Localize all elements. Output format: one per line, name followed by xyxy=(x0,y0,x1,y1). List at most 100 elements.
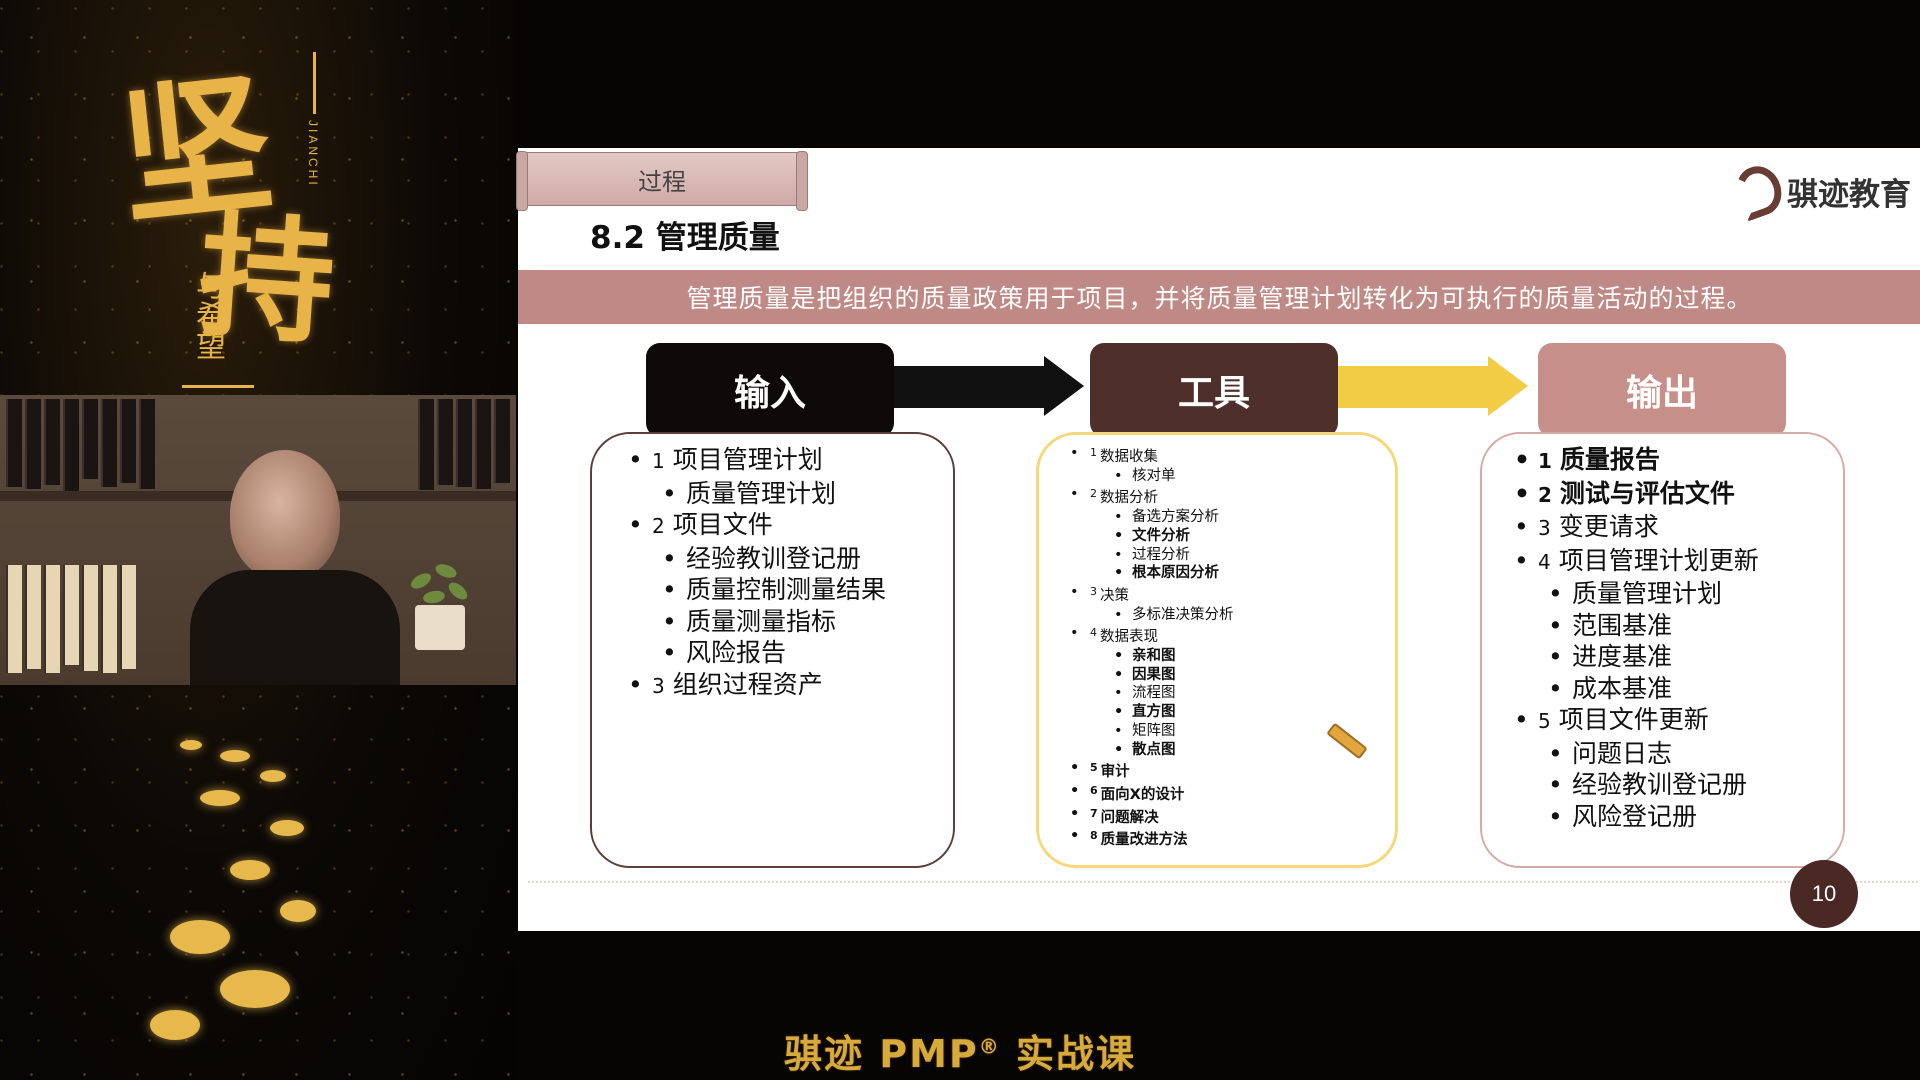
list-item: 风险登记册 xyxy=(1538,801,1759,833)
calligraphy-yu-xiwang: 与希望 xyxy=(190,270,225,360)
list-item: 1 项目管理计划 xyxy=(628,444,886,478)
list-item-text: 数据表现 xyxy=(1100,629,1158,646)
list-item-text: 问题解决 xyxy=(1100,809,1159,826)
course-caption: 骐迹 PMP® 实战课 xyxy=(0,1023,1920,1078)
list-item: 问题日志 xyxy=(1538,738,1759,770)
list-item: 经验教训登记册 xyxy=(1538,769,1759,801)
list-item-text: 项目文件 xyxy=(672,510,773,539)
left-decor-panel: 坚 持 与希望 JIANCHI xyxy=(0,0,516,1080)
list-item-text: 审计 xyxy=(1100,764,1130,781)
list-item-text: 质量改进方法 xyxy=(1100,832,1188,849)
list-item-number: 4 xyxy=(1090,626,1097,640)
list-item-text: 核对单 xyxy=(1132,467,1176,484)
gold-divider-horizontal xyxy=(182,385,254,388)
list-item-number: 4 xyxy=(1538,549,1551,574)
logo-mark-icon xyxy=(1729,159,1789,223)
list-item: 5审计 xyxy=(1070,759,1234,782)
list-item-number: 8 xyxy=(1090,829,1098,843)
bookshelf-bottom xyxy=(0,565,516,675)
tools-list: 1数据收集核对单2数据分析备选方案分析文件分析过程分析根本原因分析3决策多标准决… xyxy=(1070,444,1234,850)
list-item: 多标准决策分析 xyxy=(1090,606,1234,625)
slide-title: 8.2 管理质量 xyxy=(590,220,780,256)
list-item-text: 变更请求 xyxy=(1558,512,1659,541)
list-item-text: 范围基准 xyxy=(1572,610,1673,640)
pinyin-label: JIANCHI xyxy=(306,120,320,188)
list-item: 散点图 xyxy=(1090,741,1234,760)
list-item: 直方图 xyxy=(1090,703,1234,722)
outputs-list: 1 质量报告 2 测试与评估文件 3 变更请求 4 项目管理计划更新质量管理计划范围基准进度基… xyxy=(1514,444,1759,833)
list-item: 3决策 xyxy=(1070,583,1234,606)
list-item-text: 问题日志 xyxy=(1572,738,1673,768)
slide: 过程 8.2 管理质量 骐迹教育 管理质量是把组织的质量政策用于项目，并将质量管… xyxy=(516,148,1920,931)
list-item: 流程图 xyxy=(1090,684,1234,703)
list-item-number: 1 xyxy=(652,449,665,473)
list-item: 成本基准 xyxy=(1538,673,1759,705)
list-item: 3 组织过程资产 xyxy=(628,669,886,703)
golden-footprints xyxy=(130,730,390,1060)
list-item: 2 项目文件 xyxy=(628,509,886,543)
process-tag-label: 过程 xyxy=(638,167,686,196)
list-item: 风险报告 xyxy=(652,637,886,669)
footer-dotted-line xyxy=(528,881,1918,883)
list-item-text: 经验教训登记册 xyxy=(686,543,862,573)
brand-logo: 骐迹教育 xyxy=(1729,159,1911,223)
list-item-number: 2 xyxy=(1538,482,1552,507)
bookshelf-top xyxy=(0,399,516,491)
list-item-text: 测试与评估文件 xyxy=(1559,478,1735,508)
list-item-text: 项目文件更新 xyxy=(1558,705,1709,734)
arrow-inputs-to-tools-tip xyxy=(1044,356,1084,416)
list-item-number: 1 xyxy=(1538,449,1552,473)
list-item-number: 3 xyxy=(1090,584,1097,598)
list-item-text: 面向X的设计 xyxy=(1100,786,1185,803)
process-tag: 过程 xyxy=(516,151,808,211)
logo-text: 骐迹教育 xyxy=(1787,176,1911,213)
list-item: 过程分析 xyxy=(1090,546,1234,565)
list-item-text: 进度基准 xyxy=(1572,642,1673,671)
caption-text-before: 骐迹 PMP xyxy=(784,1032,979,1076)
list-item-text: 质量报告 xyxy=(1559,445,1660,474)
list-item-text: 成本基准 xyxy=(1572,673,1673,703)
list-item-text: 风险报告 xyxy=(686,638,787,667)
list-item-text: 直方图 xyxy=(1132,704,1176,721)
list-item-text: 亲和图 xyxy=(1132,648,1176,665)
list-item-number: 2 xyxy=(1090,487,1097,501)
list-item-text: 组织过程资产 xyxy=(672,669,823,699)
list-item: 矩阵图 xyxy=(1090,722,1234,741)
list-item-number: 3 xyxy=(1538,516,1551,540)
list-item-number: 6 xyxy=(1090,783,1098,797)
list-item: 范围基准 xyxy=(1538,610,1759,642)
arrow-tools-to-outputs xyxy=(1338,366,1490,408)
list-item: 质量管理计划 xyxy=(652,478,886,510)
page-number: 10 xyxy=(1790,860,1858,928)
list-item-text: 经验教训登记册 xyxy=(1572,770,1748,799)
inputs-list: 1 项目管理计划质量管理计划 2 项目文件经验教训登记册质量控制测量结果质量测量指标风… xyxy=(628,444,886,703)
list-item-text: 多标准决策分析 xyxy=(1132,606,1234,623)
list-item: 亲和图 xyxy=(1090,647,1234,666)
list-item-text: 质量管理计划 xyxy=(1572,579,1723,608)
list-item-text: 项目管理计划更新 xyxy=(1558,545,1759,575)
list-item-number: 2 xyxy=(652,514,665,538)
list-item: 5 项目文件更新 xyxy=(1514,704,1759,738)
list-item-text: 质量管理计划 xyxy=(686,478,837,508)
list-item-text: 根本原因分析 xyxy=(1132,565,1219,582)
list-item-number: 7 xyxy=(1090,806,1098,820)
gold-divider-vertical xyxy=(313,52,316,114)
list-item: 3 变更请求 xyxy=(1514,511,1759,545)
list-item-text: 风险登记册 xyxy=(1572,801,1698,831)
list-item-text: 数据收集 xyxy=(1100,449,1158,465)
caption-text-after: 实战课 xyxy=(1000,1032,1136,1076)
list-item: 因果图 xyxy=(1090,666,1234,685)
list-item-text: 备选方案分析 xyxy=(1132,509,1219,526)
list-item: 1 质量报告 xyxy=(1514,444,1759,478)
list-item-text: 决策 xyxy=(1100,587,1129,604)
list-item: 核对单 xyxy=(1090,467,1234,486)
list-item: 4 项目管理计划更新 xyxy=(1514,545,1759,579)
list-item: 经验教训登记册 xyxy=(652,543,886,575)
outputs-heading: 输出 xyxy=(1538,343,1786,437)
